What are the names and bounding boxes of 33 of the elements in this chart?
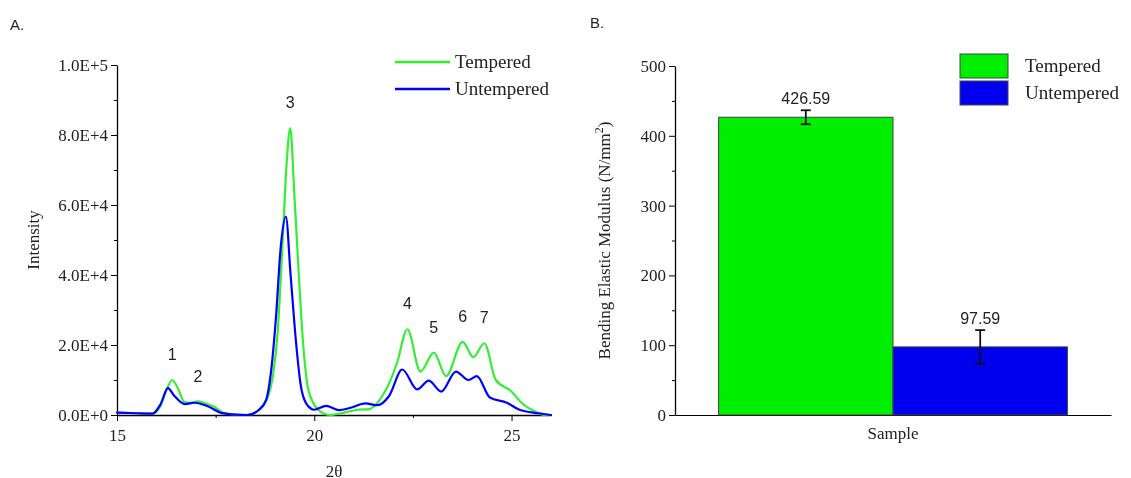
x-tick-label: Sample [867,424,919,444]
y-tick-label: 400 [640,126,666,146]
legend-label: Untempered [1025,82,1120,103]
x-tick-label: 25 [503,426,521,445]
annotation: 1 [167,346,177,364]
data-label: 426.59 [781,90,831,108]
annotation: 7 [479,309,489,327]
annotation: 2 [193,367,203,385]
annotation: 3 [285,94,295,112]
y-tick-label: 500 [640,56,666,76]
chart-title: A. [10,16,25,33]
y-axis-title: Intensity [24,209,43,270]
x-tick-label: 20 [306,426,324,445]
annotation: 4 [402,295,412,313]
x-tick-label: 15 [109,426,126,445]
chart-title: B. [590,14,605,31]
y-tick-label: 2.0E+4 [58,335,109,355]
legend-label: Tempered [1025,55,1102,76]
y-tick-label: 4.0E+4 [58,265,109,285]
annotation: 6 [458,308,468,326]
x-axis-title: 2θ [325,462,343,478]
legend-label: Tempered [455,51,532,72]
y-tick-label: 0.0E+0 [58,405,108,425]
y-tick-label: 6.0E+4 [58,195,109,215]
y-tick-label: 0 [657,405,666,425]
y-tick-label: 300 [640,196,666,216]
y-tick-label: 200 [640,266,666,286]
data-label: 97.59 [960,310,1001,328]
y-tick-label: 100 [640,336,666,356]
y-tick-label: 8.0E+4 [58,125,109,145]
legend-label: Untempered [455,78,550,99]
annotation: 5 [429,318,439,336]
y-tick-label: 1.0E+5 [58,55,108,75]
